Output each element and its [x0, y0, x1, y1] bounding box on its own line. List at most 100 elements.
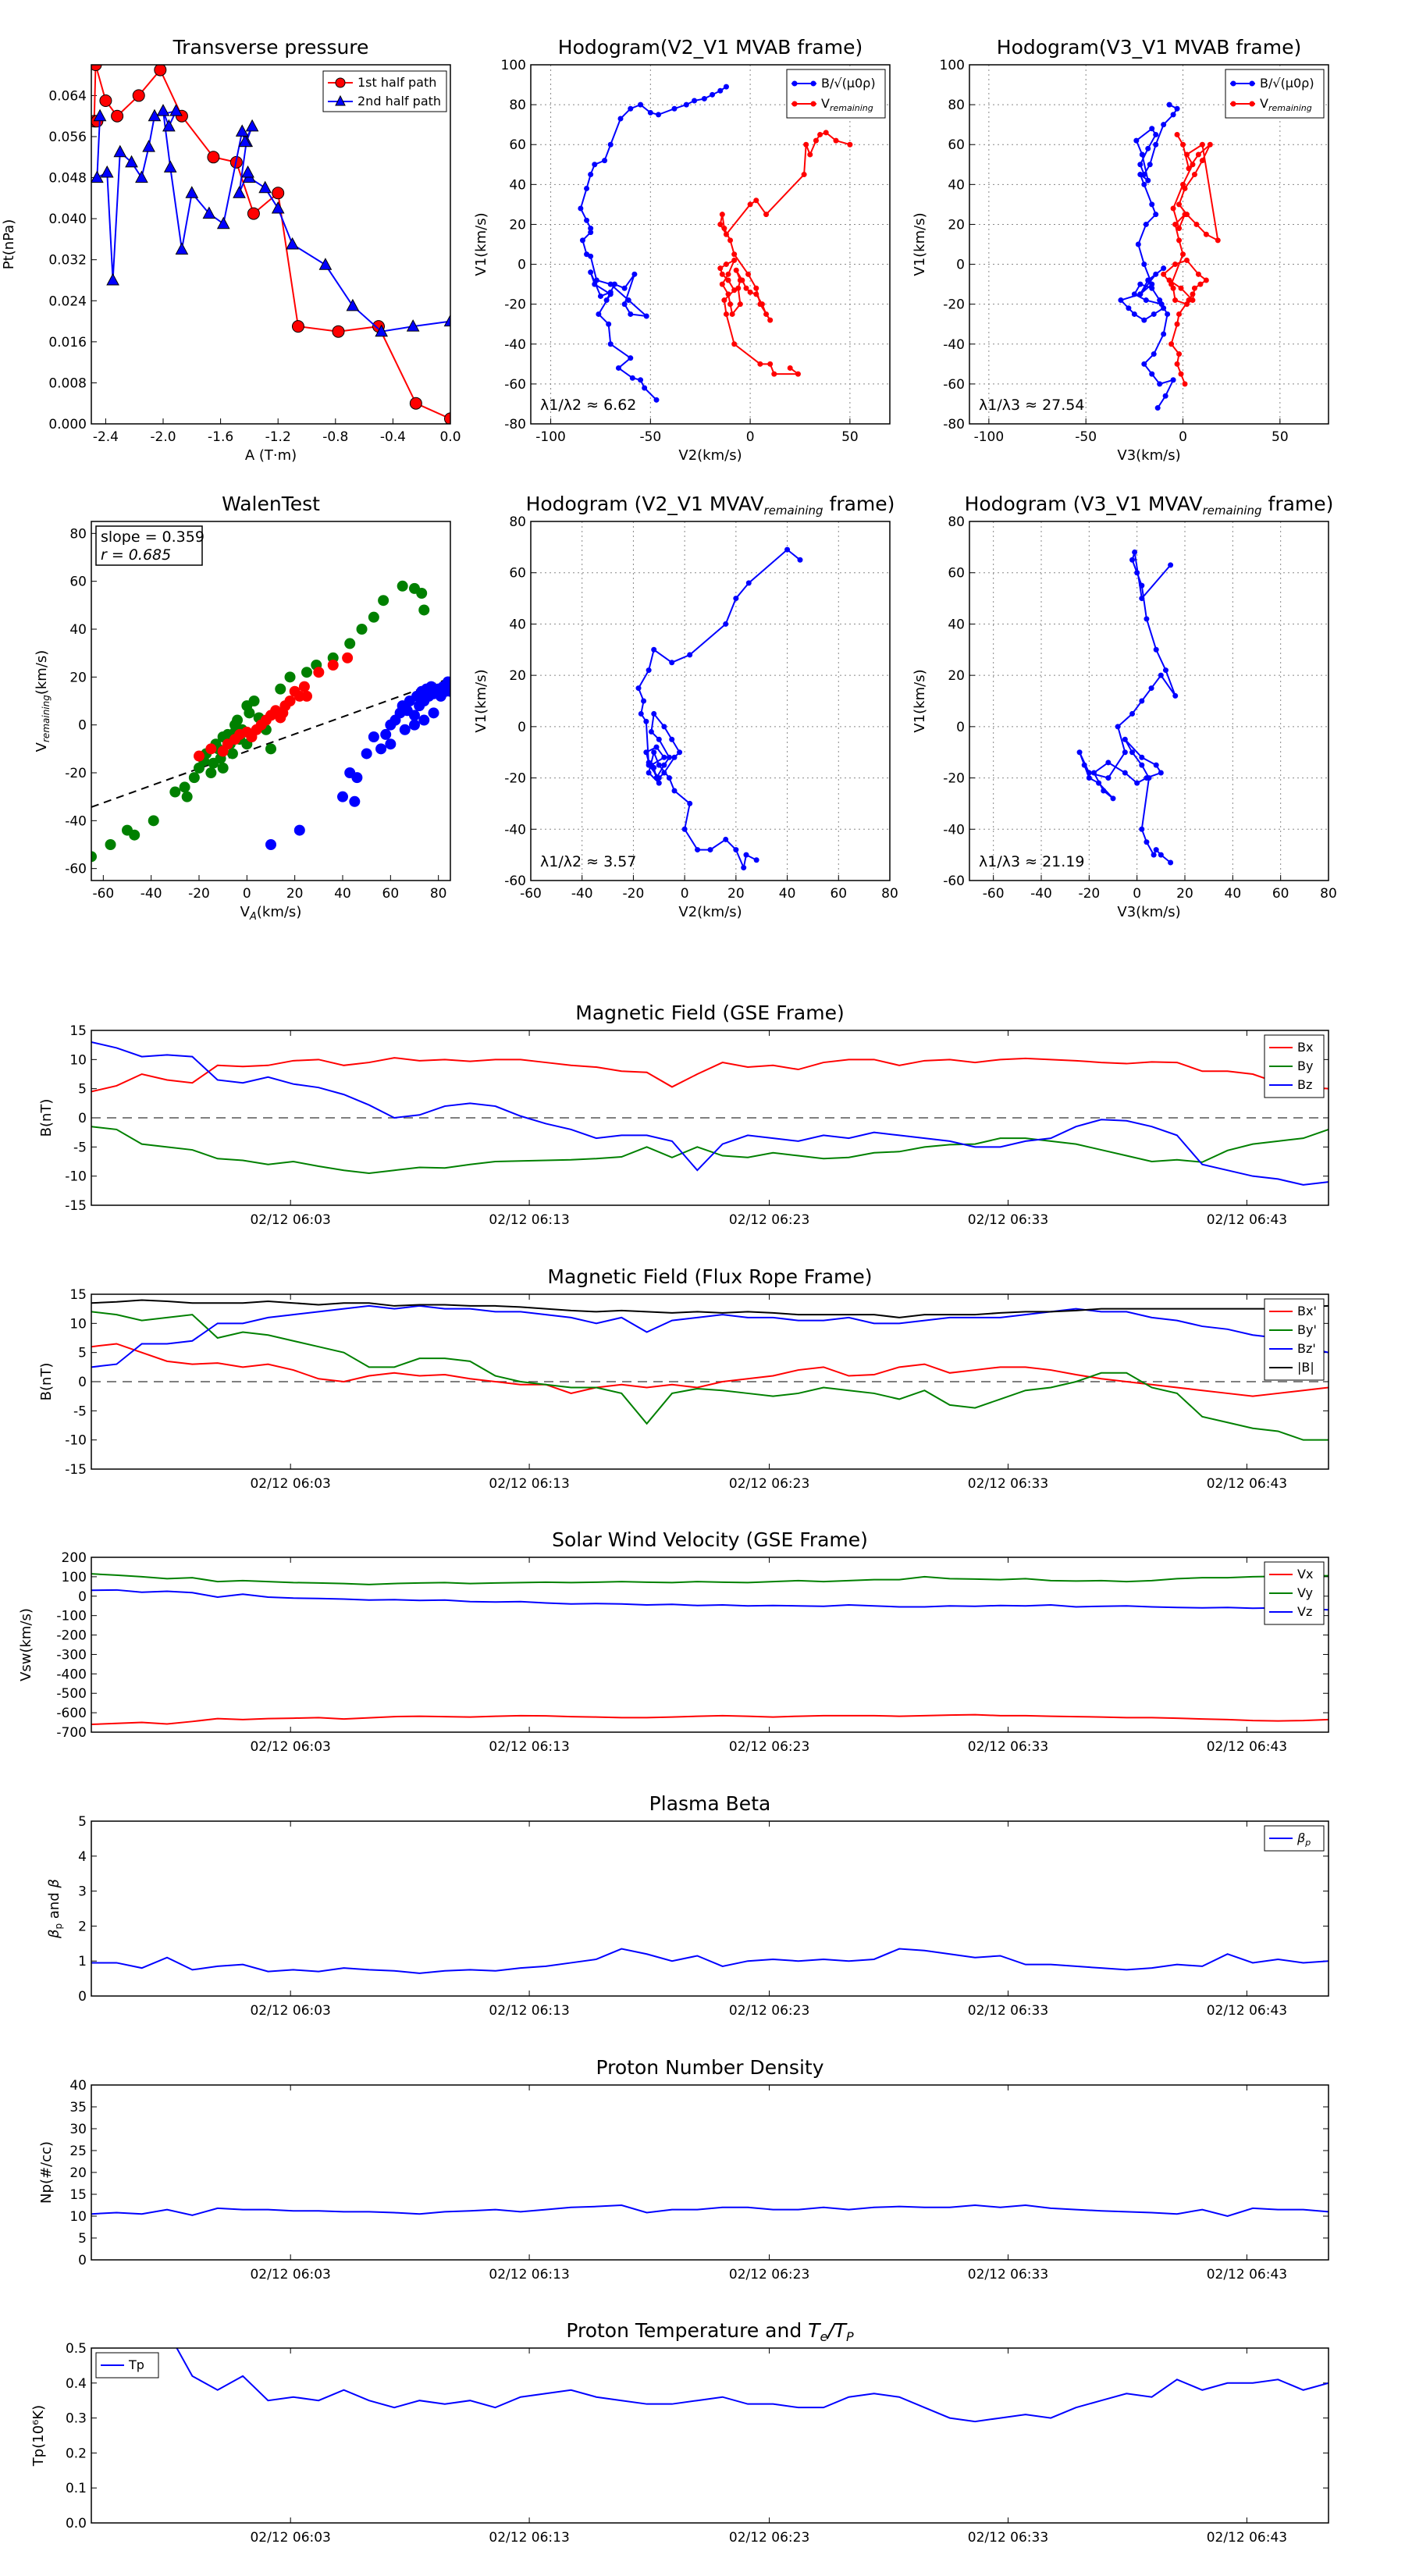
h4-series-point [1139, 698, 1145, 704]
h1-series-point [607, 141, 614, 148]
bgse-chart: Magnetic Field (GSE Frame) -15 -10 -5 0 5 10 15… [38, 1002, 1329, 1228]
h4-series-point [1134, 570, 1140, 576]
h1-ytick-label: 0 [518, 258, 526, 273]
bfr-ytick-label: 5 [78, 1346, 87, 1361]
h1-series-point [727, 301, 734, 308]
h2-ytick-label: 40 [948, 177, 965, 193]
vsw-xtick-label: 02/12 06:33 [968, 1739, 1048, 1755]
h3-ytick-label: 20 [509, 668, 526, 684]
h1-series-point [725, 291, 731, 297]
bfr-xtick-label: 02/12 06:33 [968, 1476, 1048, 1492]
h2-series-point [1145, 277, 1151, 283]
tpp-title: Proton Temperature and Te/TP [566, 2319, 854, 2344]
walen-point [313, 667, 325, 678]
h2-series-point [1151, 351, 1157, 358]
walen-ytick-label: 20 [69, 670, 87, 685]
h4-series-point [1172, 692, 1179, 699]
tp-point [291, 320, 304, 333]
tp-series-line [93, 65, 450, 420]
h4-series-point [1081, 762, 1087, 768]
tpp-xtick-label: 02/12 06:23 [729, 2530, 809, 2546]
h4-xtick-label: 0 [1133, 886, 1141, 902]
tp-point [406, 319, 420, 332]
walen-point [275, 683, 286, 695]
bgse-ytick-label: -15 [65, 1198, 87, 1214]
h2-series-point [1166, 101, 1172, 108]
h1-series-point [692, 98, 698, 104]
walen-correlation: r = 0.685 [101, 546, 171, 564]
h2-series-point [1149, 126, 1155, 132]
h1-series-point [588, 229, 594, 236]
walen-ylabel: Vremaining(km/s) [34, 650, 52, 753]
h2-series-point [1195, 151, 1201, 158]
tpp-series-line [176, 2348, 1329, 2423]
h2-series-point [1174, 131, 1180, 137]
h2-series-line [1162, 133, 1219, 385]
h1-series-point [813, 137, 819, 144]
np-plot-area [91, 2204, 1329, 2218]
walen-point [385, 738, 397, 750]
h3-series-point [643, 749, 649, 756]
h4-series-line [1079, 552, 1176, 863]
tp-xtick-label: -1.6 [208, 429, 233, 445]
h4-ytick-label: 40 [948, 617, 965, 632]
h4-series-point [1086, 770, 1092, 776]
h4-series-point [1153, 847, 1159, 853]
bfr-frame [91, 1293, 1329, 1470]
h1-series-point [731, 257, 738, 263]
h2-series-point [1153, 141, 1159, 148]
np-ytick-label: 15 [69, 2187, 87, 2203]
vsw-legend-label: Vx [1297, 1567, 1313, 1582]
walen-ytick-label: -20 [65, 766, 87, 781]
h1-series-point [656, 112, 662, 118]
beta-ytick-label: 0 [78, 1989, 87, 2005]
h2-legend-marker [1230, 80, 1236, 87]
tp-plot-area [91, 65, 450, 424]
tp-point [318, 258, 333, 270]
h3-xtick-label: 80 [881, 886, 898, 902]
h2-series-point [1190, 162, 1196, 168]
h1-series-point [725, 277, 731, 283]
h2-series-point [1183, 257, 1190, 263]
vsw-ytick-label: 200 [62, 1550, 87, 1566]
bfr-ytick-label: -5 [73, 1404, 87, 1419]
h2-series-point [1162, 393, 1168, 399]
tp-point [175, 242, 189, 255]
tpp-ytick-label: 0.2 [66, 2446, 87, 2461]
h2-series-point [1190, 297, 1196, 304]
walen-point [205, 767, 217, 778]
h1-series-point [757, 361, 763, 367]
vsw-ytick-label: -700 [56, 1725, 87, 1741]
walen-point [356, 624, 368, 635]
walen-point [397, 580, 408, 592]
h2-series-point [1151, 311, 1157, 317]
vsw-ytick-label: -600 [56, 1706, 87, 1721]
h3-series-point [635, 685, 642, 692]
tp-point [148, 109, 162, 122]
h3-series-point [646, 762, 652, 768]
h1-series-point [787, 365, 793, 371]
h3-series-point [687, 800, 693, 806]
tpp-xtick-label: 02/12 06:03 [250, 2530, 330, 2546]
h2-legend [1225, 69, 1325, 119]
h1-xtick-label: -100 [535, 429, 566, 445]
tp-point [100, 165, 114, 178]
tpp-ytick-label: 0.0 [66, 2516, 87, 2532]
bfr-ytick-label: -15 [65, 1462, 87, 1478]
tp-point [235, 124, 249, 137]
h2-series-point [1186, 165, 1192, 172]
bfr-ytick-label: 0 [78, 1375, 87, 1390]
h1-series-point [719, 271, 725, 277]
h2-series-point [1135, 241, 1141, 247]
h2-series-point [1172, 297, 1179, 304]
h1-series-point [607, 281, 614, 287]
h3-series-point [641, 698, 647, 704]
h3-series-point [643, 718, 649, 724]
h2-ytick-label: -60 [943, 377, 965, 393]
bfr-ytick-label: 15 [69, 1287, 87, 1303]
tpp-ytick-label: 0.1 [66, 2481, 87, 2496]
h1-series-point [625, 297, 631, 304]
h2-series-point [1182, 185, 1188, 191]
h3-xlabel: V2(km/s) [678, 904, 742, 920]
h1-legend-label: B/√(μ0ρ) [821, 76, 876, 91]
